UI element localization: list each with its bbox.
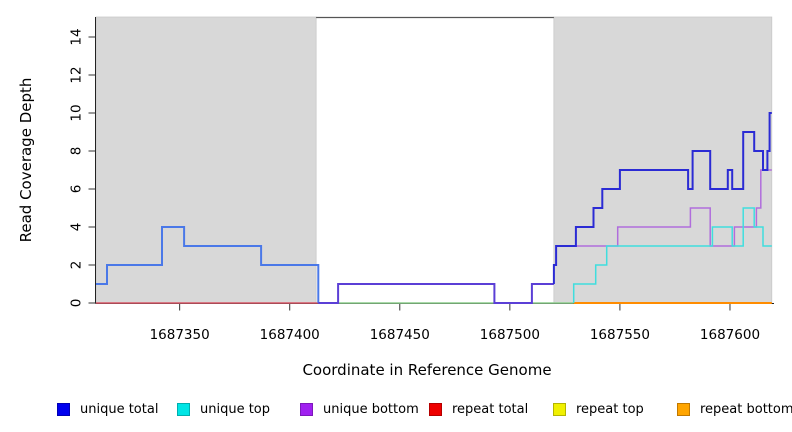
y-tick-label: 4 — [69, 223, 85, 232]
y-axis-title: Read Coverage Depth — [17, 78, 35, 243]
series-unique-top — [572, 207, 772, 303]
x-tick-label: 1687500 — [480, 327, 540, 343]
legend-label: unique bottom — [323, 401, 419, 417]
shaded-regions — [95, 16, 773, 304]
legend-label: unique total — [80, 401, 159, 417]
y-tick-label: 12 — [69, 66, 85, 83]
shaded-region — [95, 16, 317, 304]
legend-swatch-icon — [57, 402, 70, 416]
series-unique-total-gap — [318, 283, 554, 304]
series-unique-total-left — [96, 226, 320, 303]
x-tick-label: 1687450 — [370, 327, 430, 343]
legend-item-repeat-total: repeat total — [429, 398, 528, 420]
legend-item-unique-total: unique total — [57, 398, 158, 420]
y-tick-label: 2 — [69, 261, 85, 270]
y-tick-label: 8 — [69, 147, 85, 156]
y-tick-label: 0 — [69, 299, 85, 308]
series-unique-bottom — [575, 169, 772, 247]
shaded-region — [553, 16, 773, 304]
legend-swatch-icon — [553, 402, 566, 416]
y-tick-label: 6 — [69, 185, 85, 194]
x-tick-label: 1687400 — [260, 327, 320, 343]
legend-label: repeat bottom — [700, 401, 792, 417]
chart-legend: unique total unique top unique bottom repea… — [0, 398, 792, 422]
legend-swatch-icon — [300, 402, 313, 416]
legend-swatch-icon — [429, 402, 442, 416]
legend-item-repeat-bottom: repeat bottom — [677, 398, 792, 420]
y-tick-label: 10 — [69, 104, 85, 121]
series-lines — [96, 112, 772, 304]
legend-label: repeat top — [576, 401, 644, 417]
x-tick-label: 1687550 — [590, 327, 650, 343]
legend-item-unique-bottom: unique bottom — [300, 398, 419, 420]
x-tick-label: 1687350 — [150, 327, 210, 343]
legend-swatch-icon — [677, 402, 690, 416]
x-tick-label: 1687600 — [700, 327, 760, 343]
legend-swatch-icon — [177, 402, 190, 416]
axis-ticks: 1687350 1687400 1687450 1687500 1687550 16876… — [69, 28, 760, 343]
legend-label: repeat total — [452, 401, 529, 417]
legend-item-unique-top: unique top — [177, 398, 270, 420]
legend-label: unique top — [200, 401, 271, 417]
series-unique-total-right — [552, 112, 772, 284]
y-tick-label: 14 — [69, 28, 85, 45]
legend-item-repeat-top: repeat top — [553, 398, 644, 420]
x-axis-title: Coordinate in Reference Genome — [302, 361, 551, 379]
